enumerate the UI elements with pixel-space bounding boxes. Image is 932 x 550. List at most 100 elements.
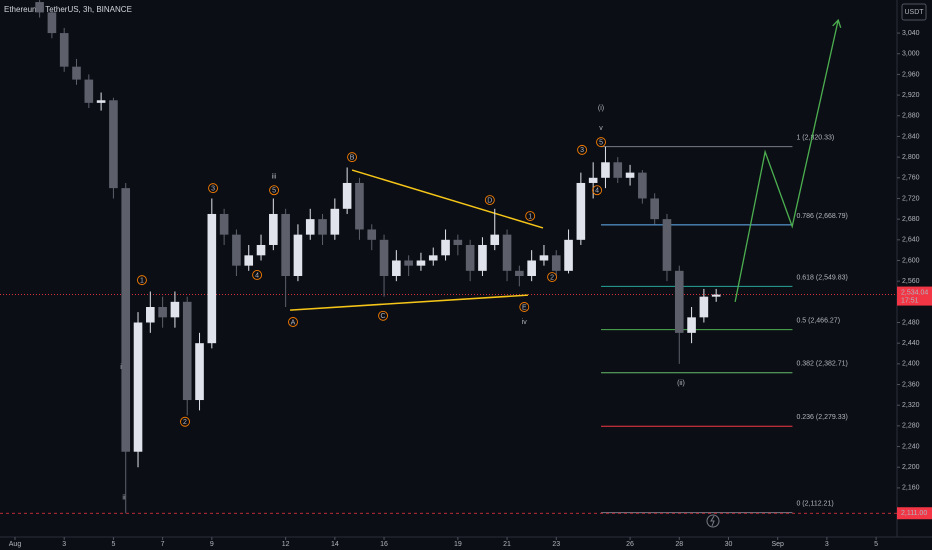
- candle-body: [158, 307, 167, 318]
- candle-body: [662, 219, 672, 271]
- wave-circle: [378, 310, 389, 321]
- candle-body: [121, 188, 131, 452]
- candle-body: [219, 213, 229, 235]
- fib-label: 0.236 (2,279.33): [796, 414, 847, 421]
- candle-body: [109, 100, 118, 189]
- candle-body: [367, 229, 377, 240]
- candle-body: [465, 244, 475, 271]
- x-tick-label: Aug: [9, 541, 22, 548]
- wave-label: ii: [122, 495, 126, 502]
- candle-body: [330, 208, 340, 235]
- y-tick-label: 2,400: [902, 361, 920, 368]
- y-tick-label: 2,360: [902, 381, 920, 388]
- wave-label: (ii): [677, 380, 685, 387]
- y-tick-label: 2,720: [902, 195, 920, 202]
- candle-body: [564, 239, 573, 271]
- candle-body: [638, 172, 647, 199]
- wave-label: 2: [550, 274, 554, 281]
- candle-body: [269, 213, 278, 245]
- candle-body: [182, 301, 192, 401]
- y-tick-label: 2,840: [902, 133, 920, 140]
- candle-body: [207, 213, 217, 344]
- wave-label: i: [120, 364, 122, 371]
- candle-body: [625, 172, 635, 178]
- y-tick-label: 2,160: [902, 485, 920, 492]
- candle-body: [490, 234, 500, 245]
- x-tick-label: 30: [725, 541, 733, 548]
- wave-label: 3: [211, 185, 215, 192]
- wave-label: (i): [598, 105, 604, 112]
- y-tick-label: 2,320: [902, 402, 920, 409]
- wave-circle: [547, 272, 558, 282]
- x-tick-label: 21: [503, 541, 511, 548]
- trendline: [351, 169, 544, 229]
- candle-body: [244, 255, 254, 266]
- wave-label: A: [291, 319, 296, 326]
- x-tick-label: 3: [62, 541, 66, 548]
- projection-arrowhead: [832, 18, 842, 28]
- y-tick-label: 2,600: [902, 257, 920, 264]
- wave-label: iii: [272, 174, 277, 181]
- x-tick-label: 14: [331, 541, 339, 548]
- event-icon[interactable]: [706, 514, 720, 528]
- candle-body: [59, 33, 69, 67]
- wave-label: 4: [595, 188, 599, 195]
- candle-body: [342, 182, 352, 209]
- candle-body: [576, 182, 586, 240]
- wave-label: B: [350, 154, 355, 161]
- low-box: [897, 507, 932, 520]
- wave-circle: [596, 137, 606, 148]
- candle-body: [539, 255, 549, 261]
- candle-body: [588, 177, 598, 183]
- candle-body: [146, 307, 155, 323]
- candle-body: [601, 162, 610, 178]
- fib-label: 0.382 (2,382.71): [796, 361, 847, 368]
- candle-body: [699, 296, 709, 318]
- wave-circle: [592, 185, 603, 196]
- y-tick-label: 2,240: [902, 443, 920, 450]
- candle-body: [379, 239, 389, 276]
- candle-body: [232, 234, 241, 266]
- currency-button[interactable]: [901, 3, 927, 21]
- candle-body: [72, 66, 81, 80]
- y-tick-label: 2,480: [902, 319, 920, 326]
- wave-label: 5: [272, 188, 276, 195]
- last-price-label: 2,534.04: [901, 289, 928, 296]
- candle-body: [551, 255, 561, 271]
- x-tick-label: Sep: [771, 541, 784, 548]
- candle-body: [256, 244, 266, 256]
- wave-label: 3: [580, 147, 584, 154]
- candle-body: [281, 213, 290, 276]
- y-tick-label: 2,960: [902, 71, 920, 78]
- fib-label: 0.5 (2,466.27): [796, 317, 840, 324]
- y-tick-label: 2,920: [902, 92, 920, 99]
- trendline: [290, 294, 529, 311]
- candle-body: [305, 219, 315, 235]
- wave-label: 5: [599, 139, 603, 146]
- wave-circle: [347, 152, 358, 163]
- wave-label: 2: [183, 419, 187, 426]
- y-tick-label: 2,200: [902, 464, 920, 471]
- y-tick-label: 2,880: [902, 113, 920, 120]
- x-tick-label: 9: [210, 541, 214, 548]
- wave-circle: [519, 302, 530, 312]
- y-tick-label: 2,680: [902, 216, 920, 223]
- currency-label: USDT: [904, 9, 924, 16]
- y-tick-label: 2,800: [902, 154, 920, 161]
- wave-label: iv: [522, 319, 528, 326]
- candle-body: [35, 2, 44, 13]
- x-tick-label: 5: [111, 541, 115, 548]
- y-tick-label: 2,440: [902, 340, 920, 347]
- y-tick-label: 2,560: [902, 278, 920, 285]
- candle-body: [392, 260, 401, 276]
- x-tick-label: 28: [675, 541, 683, 548]
- y-tick-label: 2,640: [902, 237, 920, 244]
- wave-label: 1: [140, 277, 144, 284]
- candle-body: [613, 162, 623, 178]
- candle-body: [355, 182, 364, 230]
- candle-body: [195, 343, 204, 401]
- fib-label: 1 (2,820.33): [796, 134, 834, 141]
- x-tick-label: 5: [874, 541, 878, 548]
